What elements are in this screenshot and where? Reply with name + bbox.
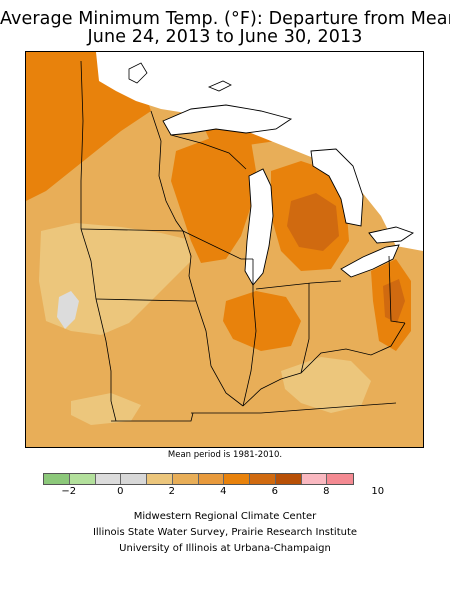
lake-ontario bbox=[368, 226, 414, 244]
ne-mo-border bbox=[95, 298, 117, 422]
legend-swatch-2 bbox=[95, 474, 122, 484]
anomaly-zone-dark-wisconsin bbox=[171, 136, 256, 263]
anomaly-zone-darkest-ohio bbox=[383, 279, 405, 323]
ky-tn-border bbox=[191, 402, 397, 414]
wi-il-border bbox=[182, 230, 253, 260]
mi-in-oh-border bbox=[255, 280, 342, 290]
credit-line-1: Midwestern Regional Climate Center bbox=[133, 511, 317, 522]
mn-ia-border bbox=[80, 228, 184, 232]
map-frame bbox=[25, 51, 424, 448]
lake-michigan bbox=[244, 168, 274, 286]
legend-tick-label: 2 bbox=[168, 486, 175, 497]
lake-erie bbox=[340, 244, 400, 278]
legend-swatch-7 bbox=[224, 474, 250, 484]
temperature-departure-map bbox=[26, 52, 423, 447]
ia-il-border bbox=[182, 230, 197, 302]
in-oh-border bbox=[300, 283, 310, 374]
map-title: Average Minimum Temp. (°F): Departure fr… bbox=[0, 10, 450, 46]
legend-swatch-9 bbox=[275, 474, 302, 484]
mo-ky-border bbox=[195, 300, 244, 407]
ohio-river bbox=[242, 322, 406, 407]
mn-nd-sd-border bbox=[80, 60, 84, 229]
legend-swatch-0 bbox=[44, 474, 70, 484]
title-line-2: June 24, 2013 to June 30, 2013 bbox=[87, 27, 363, 47]
legend-tick-label: −2 bbox=[61, 486, 77, 497]
canada-area bbox=[96, 52, 423, 251]
legend-swatch-5 bbox=[172, 474, 199, 484]
legend-swatch-3 bbox=[121, 474, 147, 484]
legend-swatch-4 bbox=[147, 474, 173, 484]
legend-swatch-11 bbox=[327, 474, 353, 484]
legend-tick-label: 10 bbox=[371, 486, 385, 497]
ia-mo-border bbox=[95, 298, 196, 302]
title-line-1: Average Minimum Temp. (°F): Departure fr… bbox=[0, 9, 450, 29]
mo-ar-border bbox=[111, 412, 194, 422]
legend-tick-label: 0 bbox=[117, 486, 124, 497]
legend-tick-labels: −2 0 2 4 6 8 10 bbox=[0, 486, 450, 500]
anomaly-zone-light-south-mo bbox=[71, 393, 141, 425]
anomaly-zone-dark-indiana bbox=[223, 291, 301, 351]
island-north bbox=[128, 62, 148, 84]
legend-swatch-8 bbox=[250, 474, 276, 484]
isle-royale bbox=[207, 80, 232, 92]
lake-huron bbox=[310, 148, 364, 227]
anomaly-zone-darkest-michigan bbox=[287, 193, 339, 251]
il-in-border bbox=[242, 259, 257, 407]
lake-superior bbox=[162, 104, 293, 136]
color-legend bbox=[43, 473, 354, 485]
legend-tick-label: 6 bbox=[271, 486, 278, 497]
mean-period-note: Mean period is 1981-2010. bbox=[167, 450, 283, 460]
mn-wi-border bbox=[150, 110, 184, 232]
credit-line-3: University of Illinois at Urbana-Champai… bbox=[119, 543, 331, 554]
legend-swatch-6 bbox=[198, 474, 225, 484]
oh-pa-border bbox=[388, 255, 406, 324]
state-boundaries bbox=[80, 60, 406, 422]
credits-block: Midwestern Regional Climate Center Illin… bbox=[0, 509, 450, 557]
anomaly-zone-neutral-iowa bbox=[57, 291, 79, 329]
legend-tick-label: 8 bbox=[323, 486, 330, 497]
legend-swatch-10 bbox=[301, 474, 328, 484]
mi-up-wi-border bbox=[170, 134, 247, 170]
legend-swatch-1 bbox=[69, 474, 96, 484]
credit-line-2: Illinois State Water Survey, Prairie Res… bbox=[92, 527, 358, 538]
legend-tick-label: 4 bbox=[220, 486, 227, 497]
sd-ia-border bbox=[80, 228, 97, 300]
